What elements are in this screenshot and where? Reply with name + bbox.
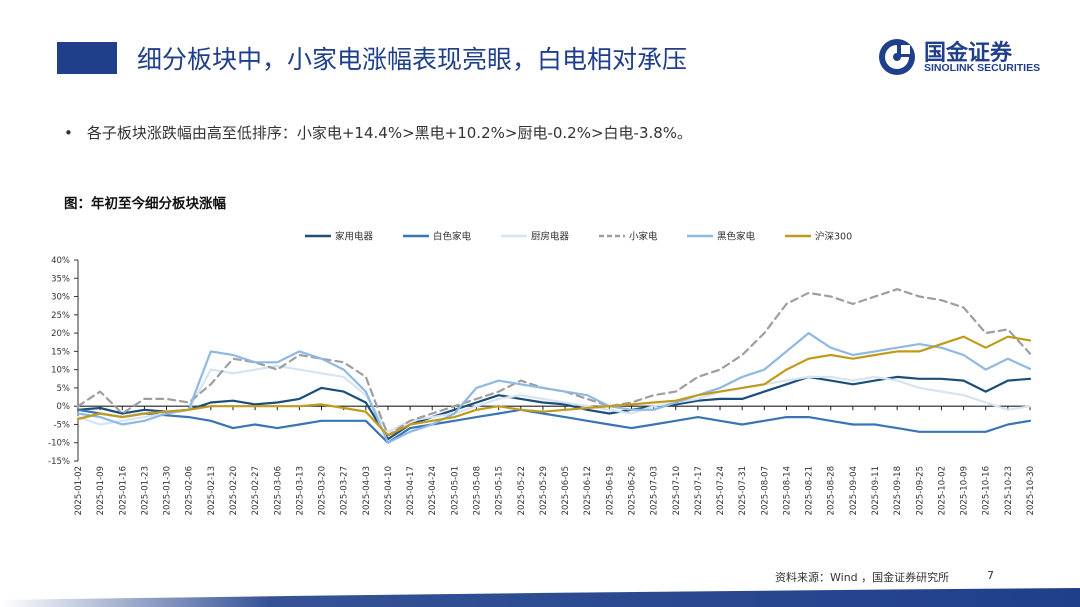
x-tick-label: 2025-09-11 (871, 466, 881, 515)
y-tick-label: 25% (51, 311, 70, 321)
x-tick-label: 2025-02-06 (185, 466, 195, 515)
x-tick-label: 2025-05-15 (495, 466, 505, 515)
x-tick-label: 2025-04-10 (384, 466, 394, 515)
series-line (76, 375, 1032, 441)
x-tick-label: 2025-10-16 (982, 466, 992, 515)
page-number: 7 (987, 569, 994, 582)
y-tick-label: 35% (51, 274, 70, 284)
series-line (76, 408, 1032, 444)
x-tick-label: 2025-05-01 (450, 466, 460, 515)
x-tick-label: 2025-01-30 (163, 466, 173, 515)
x-tick-label: 2025-01-16 (118, 466, 128, 515)
x-tick-label: 2025-10-30 (1026, 466, 1036, 515)
y-tick-label: 15% (51, 347, 70, 357)
x-tick-label: 2025-08-28 (827, 466, 837, 515)
y-tick-label: 10% (51, 366, 70, 376)
x-tick-label: 2025-03-06 (273, 466, 283, 515)
x-tick-label: 2025-02-13 (207, 466, 217, 515)
logo-chinese-name: 国金证券 (924, 41, 1013, 66)
y-tick-label: 20% (51, 329, 70, 339)
x-tick-label: 2025-07-10 (672, 466, 682, 515)
x-tick-label: 2025-10-23 (1004, 466, 1014, 515)
summary-bullet: • 各子板块涨跌幅由高至低排序：小家电+14.4%>黑电+10.2%>厨电-0.2… (64, 122, 692, 143)
y-tick-label: 5% (57, 384, 71, 394)
figure-title: 图：年初至今细分板块涨幅 (64, 196, 226, 212)
summary-text: 各子板块涨跌幅由高至低排序：小家电+14.4%>黑电+10.2%>厨电-0.2%… (86, 124, 693, 142)
y-tick-label: -10% (48, 439, 70, 449)
x-tick-label: 2025-07-31 (738, 466, 748, 515)
x-tick-label: 2025-01-23 (140, 466, 150, 515)
x-tick-label: 2025-09-04 (849, 466, 859, 515)
title-accent-block (57, 42, 117, 74)
series-line (76, 332, 1032, 444)
x-tick-label: 2025-04-24 (428, 466, 438, 515)
source-note: 资料来源：Wind ，国金证券研究所 (775, 571, 950, 584)
legend-label: 白色家电 (433, 231, 472, 243)
series-line (76, 335, 1032, 437)
x-tick-label: 2025-04-17 (406, 466, 416, 515)
y-tick-label: 40% (51, 256, 70, 266)
legend-label: 黑色家电 (717, 231, 756, 243)
x-tick-label: 2025-08-21 (805, 466, 815, 515)
x-tick-label: 2025-05-08 (473, 466, 483, 515)
x-tick-label: 2025-07-03 (650, 466, 660, 515)
x-tick-label: 2025-03-20 (318, 466, 328, 515)
x-tick-label: 2025-05-22 (517, 466, 527, 515)
x-tick-label: 2025-10-02 (937, 466, 947, 515)
x-tick-label: 2025-01-02 (74, 466, 84, 515)
x-tick-label: 2025-08-14 (782, 466, 792, 515)
footer-band (0, 588, 1080, 607)
page-title: 细分板块中，小家电涨幅表现亮眼，白电相对承压 (137, 45, 688, 74)
x-tick-label: 2025-10-09 (960, 466, 970, 515)
y-tick-label: -15% (48, 457, 70, 467)
x-tick-label: 2025-09-18 (893, 466, 903, 515)
series-line (76, 364, 1032, 433)
logo-english-name: SINOLINK SECURITIES (924, 62, 1041, 74)
legend-label: 小家电 (629, 231, 658, 243)
x-tick-label: 2025-03-13 (295, 466, 305, 515)
x-tick-label: 2025-08-07 (760, 466, 770, 515)
x-tick-label: 2025-09-25 (915, 466, 925, 515)
legend-label: 家用电器 (335, 231, 374, 243)
line-chart: -15% -10% -5% 0% 5% 10% 15% 20% 25% 30% 35% 40% 2025… (48, 231, 1036, 516)
x-tick-label: 2025-04-03 (362, 466, 372, 515)
x-tick-label: 2025-06-12 (583, 466, 593, 515)
company-logo: 国金证券 SINOLINK SECURITIES (876, 37, 1056, 77)
x-tick-label: 2025-06-26 (627, 466, 637, 515)
x-tick-label: 2025-02-27 (251, 466, 261, 515)
y-tick-label: 0% (57, 402, 71, 412)
x-tick-label: 2025-06-19 (605, 466, 615, 515)
x-tick-label: 2025-02-20 (229, 466, 239, 515)
x-tick-label: 2025-01-09 (96, 466, 106, 515)
legend-label: 厨房电器 (531, 231, 570, 243)
x-tick-label: 2025-06-05 (561, 466, 571, 515)
x-tick-label: 2025-05-29 (539, 466, 549, 515)
x-tick-label: 2025-07-24 (716, 466, 726, 515)
series-line (76, 288, 1032, 437)
x-tick-label: 2025-03-27 (340, 466, 350, 515)
y-tick-label: 30% (51, 293, 70, 303)
y-tick-label: -5% (53, 420, 70, 430)
bullet-dot-icon: • (64, 124, 73, 142)
sinolink-logo-icon (879, 39, 915, 75)
legend-label: 沪深300 (815, 231, 852, 243)
x-tick-label: 2025-07-17 (694, 466, 704, 515)
